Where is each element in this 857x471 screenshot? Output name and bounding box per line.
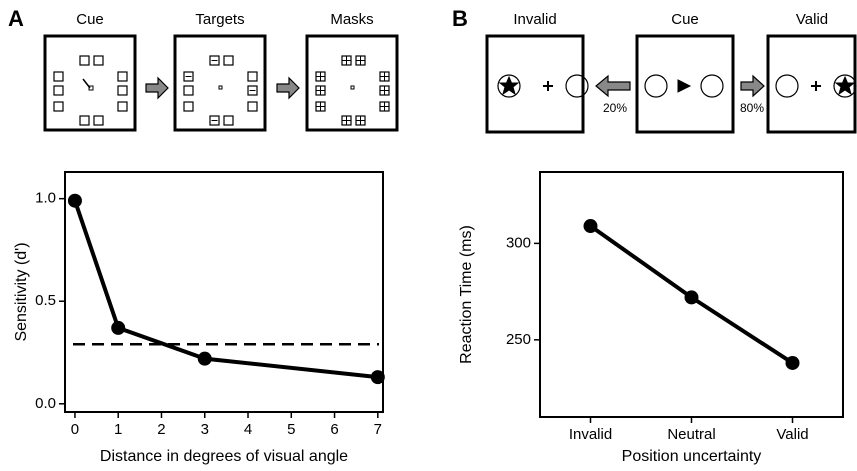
plot-frame (64, 171, 384, 413)
arrow (595, 74, 631, 98)
data-line (73, 200, 379, 380)
placeholder (223, 115, 234, 126)
arrow (276, 76, 300, 100)
circle (565, 74, 589, 98)
x-tick-label: Valid (776, 426, 808, 443)
x-tick-label: 0 (71, 421, 79, 438)
star (498, 75, 520, 96)
frame (43, 34, 137, 132)
frame-title: Cue (76, 11, 104, 28)
mask (316, 72, 325, 81)
placeholder (209, 115, 220, 126)
placeholder (117, 71, 128, 82)
x-tick-label: 7 (374, 421, 382, 438)
arrow (145, 76, 169, 100)
data-point (370, 370, 385, 385)
circle (644, 74, 668, 98)
star (834, 75, 856, 96)
y-axis-label: Sensitivity (d') (13, 242, 30, 341)
placeholder (209, 55, 220, 66)
panel-b-diagram (485, 34, 857, 134)
fixation (350, 85, 355, 90)
data-point (684, 290, 699, 305)
data-point (67, 193, 82, 208)
mask (380, 102, 389, 111)
y-tick-label: 250 (506, 331, 531, 348)
fixation (88, 85, 94, 91)
data-point (583, 219, 598, 234)
circle (700, 74, 724, 98)
arrow-label: 80% (740, 101, 764, 115)
placeholder (183, 85, 194, 96)
panel-label: A (8, 6, 24, 31)
mask (356, 116, 365, 125)
circle (497, 74, 521, 98)
mask (380, 72, 389, 81)
mask (342, 116, 351, 125)
x-tick-label: 2 (157, 421, 165, 438)
arrow (740, 74, 765, 98)
x-axis-label: Distance in degrees of visual angle (100, 448, 348, 465)
data-point (197, 351, 212, 366)
frame-title: Cue (671, 11, 699, 28)
placeholder (183, 71, 194, 82)
x-tick-label: 6 (330, 421, 338, 438)
frame (173, 34, 267, 132)
panel-label: B (452, 6, 468, 31)
mask (356, 56, 365, 65)
y-tick-label: 0.5 (35, 292, 56, 309)
placeholder (93, 55, 104, 66)
placeholder (93, 115, 104, 126)
frame (485, 34, 585, 134)
placeholder (247, 85, 258, 96)
placeholder (247, 101, 258, 112)
mask (316, 86, 325, 95)
placeholder (223, 55, 234, 66)
y-axis-label: Reaction Time (ms) (458, 225, 475, 364)
y-tick-label: 0.0 (35, 395, 56, 412)
mask (342, 56, 351, 65)
frame-title: Targets (195, 11, 244, 28)
frame-title: Valid (796, 11, 828, 28)
arrow-label: 20% (603, 101, 627, 115)
x-tick-label: Invalid (569, 426, 612, 443)
plus (811, 81, 821, 91)
circle (833, 74, 857, 98)
mask (316, 102, 325, 111)
x-tick-label: 5 (287, 421, 295, 438)
frame (305, 34, 399, 132)
data-point (785, 355, 800, 370)
circle (775, 74, 799, 98)
data-point (111, 320, 126, 335)
x-tick-label: 4 (244, 421, 252, 438)
plus (543, 81, 553, 91)
frame-title: Masks (330, 11, 373, 28)
frame (635, 34, 735, 134)
panel-a-diagram (43, 34, 399, 132)
placeholder (79, 115, 90, 126)
placeholder (53, 101, 64, 112)
frame (766, 34, 857, 134)
x-axis-label: Position uncertainty (622, 448, 762, 465)
y-tick-label: 1.0 (35, 190, 56, 207)
placeholder (53, 71, 64, 82)
placeholder (117, 85, 128, 96)
placeholder (117, 101, 128, 112)
y-tick-label: 300 (506, 234, 531, 251)
frame-title: Invalid (513, 11, 556, 28)
placeholder (247, 71, 258, 82)
x-tick-label: 3 (201, 421, 209, 438)
placeholder (79, 55, 90, 66)
x-tick-label: Neutral (667, 426, 715, 443)
fixation (218, 85, 223, 90)
placeholder (53, 85, 64, 96)
placeholder (183, 101, 194, 112)
cue-arrow (677, 79, 692, 93)
x-tick-label: 1 (114, 421, 122, 438)
mask (380, 86, 389, 95)
